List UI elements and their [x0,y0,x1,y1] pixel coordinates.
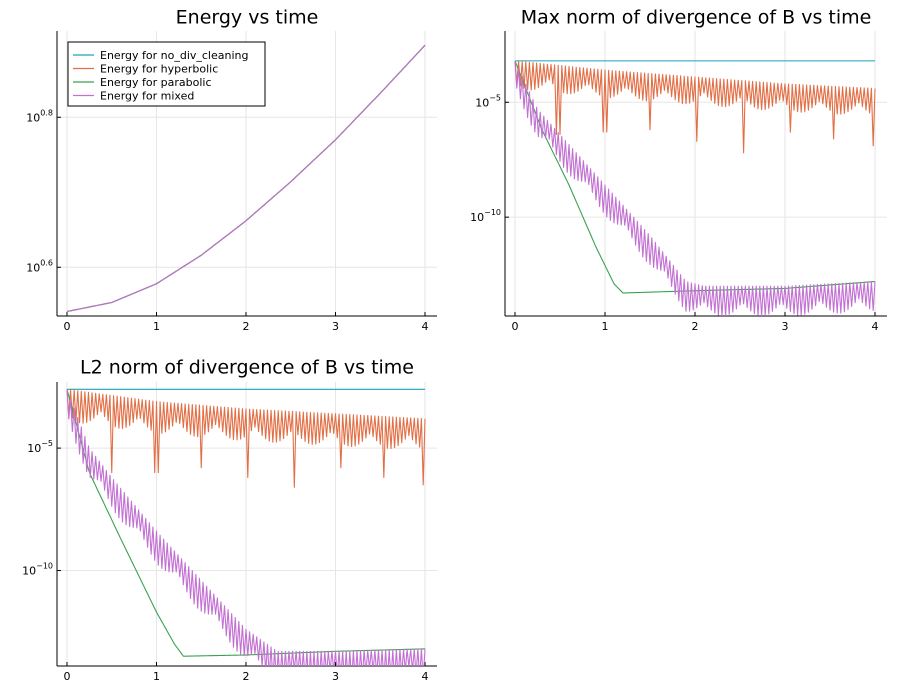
series-line-hyperbolic [514,60,876,154]
chart-title: Energy vs time [176,7,319,29]
x-tick-label: 3 [332,670,339,683]
x-tick-label: 2 [692,320,699,333]
x-tick-label: 1 [602,320,609,333]
series-line-mixed [66,389,426,666]
x-tick-label: 4 [422,320,429,333]
x-tick-label: 0 [512,320,519,333]
chart-panel-2: Max norm of divergence of B vs time 0 1 2 3 4… [470,7,887,333]
y-tick-label: 100.6 [26,258,53,274]
x-tick-label: 4 [422,670,429,683]
series-group [66,44,426,313]
y-tick-label: 10−5 [475,93,501,109]
legend-label: Energy for parabolic [100,76,212,89]
series-line-parabolic [66,389,426,657]
series-line-mixed [514,60,876,316]
x-tick-label: 4 [872,320,879,333]
y-tick-label: 10−10 [470,208,501,224]
series-group [66,388,426,666]
series-line-hyperbolic [66,389,426,488]
chart-title: L2 norm of divergence of B vs time [80,357,414,379]
series-group [514,60,876,316]
x-tick-label: 0 [64,320,71,333]
x-tick-label: 2 [243,320,250,333]
chart-title: Max norm of divergence of B vs time [521,7,872,29]
x-tick-label: 0 [64,670,71,683]
x-tick-label: 3 [782,320,789,333]
y-tick-label: 10−5 [27,439,53,455]
x-tick-label: 1 [153,670,160,683]
legend-box [67,41,266,107]
x-tick-label: 1 [153,320,160,333]
legend-label: Energy for no_div_cleaning [100,49,248,62]
y-tick-label: 10−10 [22,562,53,578]
chart-panel-1: Energy vs time 0 1 2 3 4 100.6 100.8 Energy for … [26,7,437,333]
legend-label: Energy for hyperbolic [100,63,218,76]
chart-panel-3: L2 norm of divergence of B vs time 0 1 2 3 4 1… [22,357,437,683]
legend-label: Energy for mixed [100,90,194,103]
x-tick-label: 2 [243,670,250,683]
y-tick-label: 100.8 [26,108,53,124]
series-line-mixed [66,44,426,313]
x-tick-label: 3 [332,320,339,333]
